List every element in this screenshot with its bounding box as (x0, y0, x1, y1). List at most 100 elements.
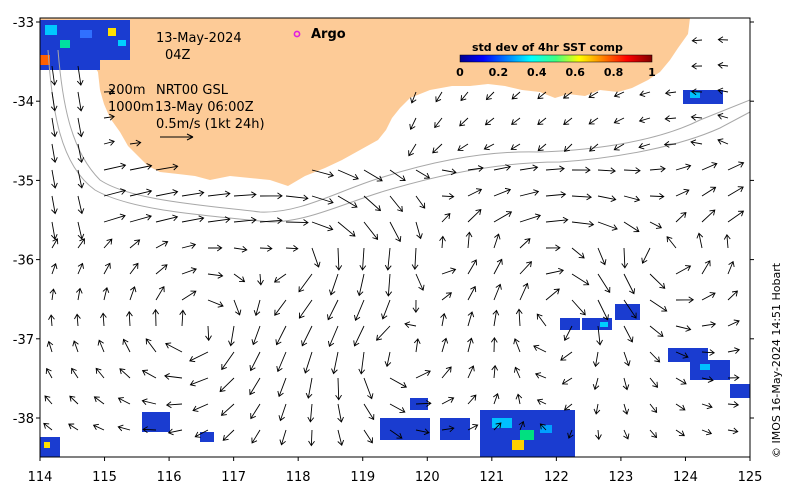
current-arrow (571, 166, 591, 174)
current-arrow (571, 220, 595, 228)
current-arrow (385, 273, 393, 297)
argo-label: Argo (311, 27, 346, 42)
current-arrow (337, 195, 358, 208)
current-arrow (77, 117, 84, 138)
current-arrow (519, 164, 539, 172)
current-arrow (563, 325, 573, 342)
current-arrow (381, 299, 391, 320)
current-arrow (298, 299, 313, 319)
current-arrow (701, 376, 714, 383)
current-arrow (97, 339, 105, 353)
current-arrow (675, 188, 690, 197)
current-arrow (103, 113, 115, 121)
current-arrow (545, 267, 565, 275)
current-arrow (194, 429, 209, 438)
current-arrow (515, 308, 523, 327)
current-arrow (593, 403, 601, 415)
current-arrow (51, 169, 58, 189)
current-arrow (276, 351, 287, 373)
colorbar (459, 54, 653, 63)
current-arrow (563, 117, 573, 125)
current-arrow (518, 420, 525, 431)
current-arrow (207, 216, 231, 223)
current-arrow (513, 366, 521, 379)
current-arrow (119, 368, 131, 379)
current-arrow (363, 221, 379, 240)
current-arrow (623, 351, 631, 367)
current-arrow (327, 299, 339, 321)
current-arrow (493, 187, 512, 197)
current-arrow (305, 377, 313, 399)
current-arrow (675, 429, 685, 437)
colorbar-tick-label: 0.8 (604, 66, 624, 79)
current-arrow (129, 139, 142, 147)
current-arrow (155, 189, 179, 197)
current-arrow (537, 117, 547, 126)
current-arrow (274, 299, 287, 316)
current-arrow (649, 299, 668, 312)
current-arrow (441, 267, 457, 275)
x-axis: 114 115 116 117 118 119 120 121 122 123 124 125 (28, 457, 762, 485)
current-arrow (441, 337, 449, 353)
current-arrow (440, 312, 447, 327)
current-arrow (129, 213, 152, 223)
current-vectors (43, 36, 745, 447)
current-arrow (46, 340, 54, 353)
current-arrow (103, 88, 115, 96)
current-arrow (533, 344, 547, 353)
current-arrow (43, 422, 53, 431)
current-arrow (493, 211, 513, 223)
current-arrow (493, 422, 502, 431)
current-arrow (337, 221, 356, 237)
current-arrow (51, 263, 58, 275)
current-arrow (560, 351, 573, 361)
current-arrow (597, 167, 616, 175)
current-arrow (415, 400, 432, 407)
current-arrow (249, 351, 261, 372)
current-arrow (251, 429, 261, 444)
current-arrow (623, 273, 636, 295)
current-arrow (727, 290, 738, 301)
current-arrow (155, 163, 179, 171)
current-arrow (233, 245, 248, 253)
current-arrow (181, 242, 197, 249)
date-label: 13-May-2024 (156, 31, 242, 46)
current-arrow (327, 325, 339, 347)
current-arrow (467, 259, 477, 275)
current-arrow (363, 403, 375, 421)
colorbar-title: std dev of 4hr SST comp (472, 41, 623, 54)
current-arrow (621, 247, 629, 269)
current-arrow (155, 264, 168, 275)
current-arrow (49, 288, 57, 301)
current-arrow (103, 188, 127, 197)
current-arrow (701, 402, 713, 410)
current-arrow (571, 247, 585, 259)
current-arrow (68, 423, 79, 431)
depth-label-200: 200m (108, 83, 145, 98)
current-arrow (389, 195, 403, 213)
current-arrow (519, 282, 529, 301)
current-arrow (649, 377, 659, 388)
current-arrow (592, 351, 600, 368)
current-arrow (389, 403, 406, 414)
y-tick-label: -34 (13, 95, 34, 110)
current-arrow (467, 423, 479, 431)
x-tick-label: 117 (221, 470, 246, 485)
current-arrow (77, 262, 84, 275)
product-label: NRT00 GSL (156, 83, 229, 98)
y-tick-label: -36 (13, 254, 34, 269)
current-arrow (103, 213, 126, 223)
current-arrow (408, 143, 417, 157)
current-arrow (335, 247, 343, 271)
current-arrow (404, 321, 417, 328)
current-arrow (545, 191, 567, 198)
current-arrow (415, 273, 425, 291)
current-arrow (192, 403, 209, 412)
x-tick-label: 123 (608, 470, 633, 485)
current-arrow (537, 143, 547, 152)
current-arrow (490, 337, 498, 353)
current-arrow (384, 351, 392, 368)
current-arrow (622, 403, 630, 415)
current-arrow (727, 161, 745, 171)
current-arrow (376, 325, 391, 341)
